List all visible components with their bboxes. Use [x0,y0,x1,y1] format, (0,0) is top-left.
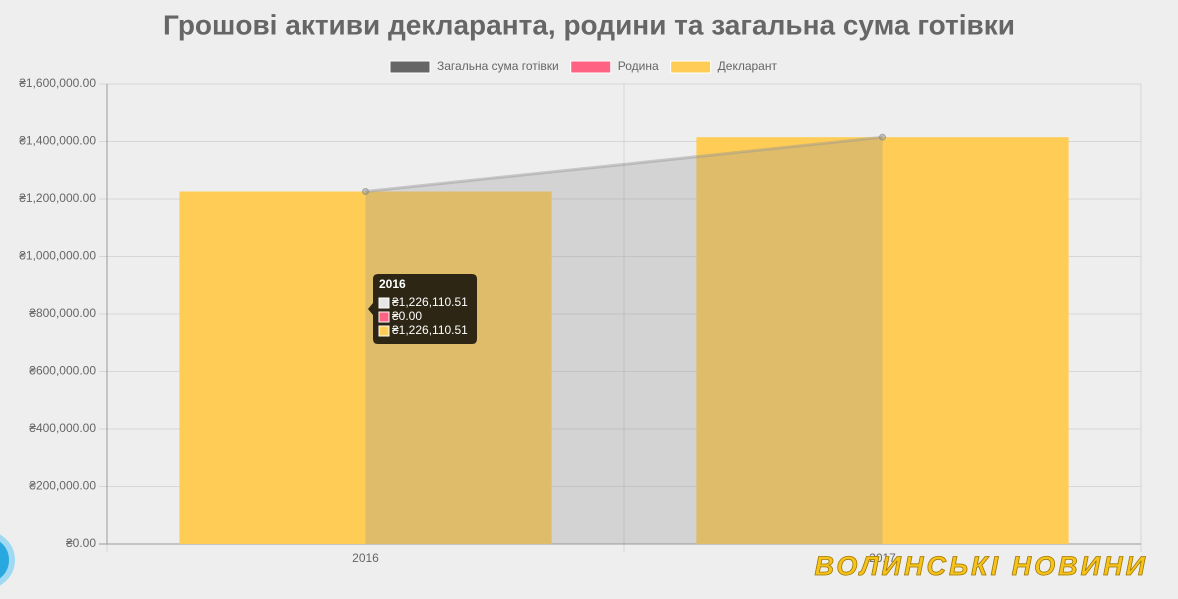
area [365,137,883,544]
bar [696,137,1069,544]
corner-badge [0,534,15,586]
tooltip-swatch [378,325,390,337]
x-tick-label: 2016 [352,551,379,565]
y-tick-label: ₴1,000,000.00 [19,249,96,263]
watermark: ВОЛИНСЬКІ НОВИНИ [815,551,1149,581]
tooltip-swatch [378,297,390,309]
legend: Загальна сума готівки Родина Декларант [389,59,778,74]
bar [179,191,552,544]
tooltip-box [368,274,477,344]
chart-title: Грошові активи декларанта, родини та заг… [163,9,1015,40]
legend-swatch [570,60,612,74]
y-tick-label: ₴400,000.00 [29,421,96,435]
line [365,135,883,193]
x-tick-label: 2017 [869,551,896,565]
y-tick-label: ₴800,000.00 [29,306,96,320]
tooltip-swatch [378,311,390,323]
y-tick-label: ₴200,000.00 [29,479,96,493]
legend-swatch [389,60,431,74]
tooltip: 2016 ₴1,226,110.51₴0.00₴1,226,110.51 [368,274,477,344]
y-tick-label: ₴600,000.00 [29,364,96,378]
tooltip-value: ₴1,226,110.51 [392,295,468,309]
legend-label: Загальна сума готівки [437,59,559,73]
legend-label: Декларант [718,59,778,73]
tooltip-value: ₴0.00 [392,309,422,323]
point [879,133,886,141]
y-tick-label: ₴1,400,000.00 [19,134,96,148]
y-tick-label: ₴0.00 [66,536,96,550]
y-tick-label: ₴1,200,000.00 [19,191,96,205]
legend-label: Родина [618,59,659,73]
tooltip-value: ₴1,226,110.51 [392,323,468,337]
point [362,187,369,195]
legend-swatch [670,60,712,74]
tooltip-title: 2016 [379,277,406,291]
y-tick-label: ₴1,600,000.00 [19,76,96,90]
